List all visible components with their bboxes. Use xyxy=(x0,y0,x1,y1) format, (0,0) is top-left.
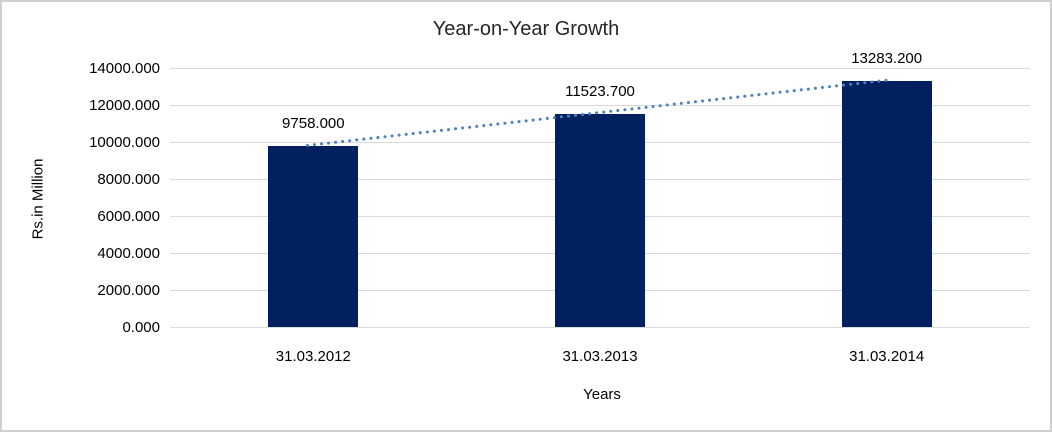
y-tick-label: 0.000 xyxy=(122,319,160,336)
y-tick-label: 12000.000 xyxy=(89,97,160,114)
y-tick-label: 10000.000 xyxy=(89,134,160,151)
x-axis-title: Years xyxy=(583,386,621,403)
data-label: 11523.700 xyxy=(565,82,635,100)
y-tick-label: 6000.000 xyxy=(97,208,160,225)
data-label: 9758.000 xyxy=(282,115,345,133)
y-tick-label: 8000.000 xyxy=(97,171,160,188)
bar-31.03.2013 xyxy=(555,113,645,327)
bar-31.03.2012 xyxy=(268,146,359,327)
y-tick-label: 4000.000 xyxy=(97,245,160,262)
gridline xyxy=(170,327,1030,328)
chart-title: Year-on-Year Growth xyxy=(432,18,620,40)
bar-31.03.2014 xyxy=(841,81,932,327)
gridline xyxy=(170,68,1030,69)
y-tick-label: 2000.000 xyxy=(97,282,160,299)
x-tick-label: 31.03.2012 xyxy=(275,348,351,365)
data-label: 13283.200 xyxy=(851,50,923,68)
x-tick-label: 31.03.2013 xyxy=(562,348,638,365)
x-tick-label: 31.03.2014 xyxy=(849,348,925,365)
y-tick-label: 14000.000 xyxy=(89,60,160,77)
